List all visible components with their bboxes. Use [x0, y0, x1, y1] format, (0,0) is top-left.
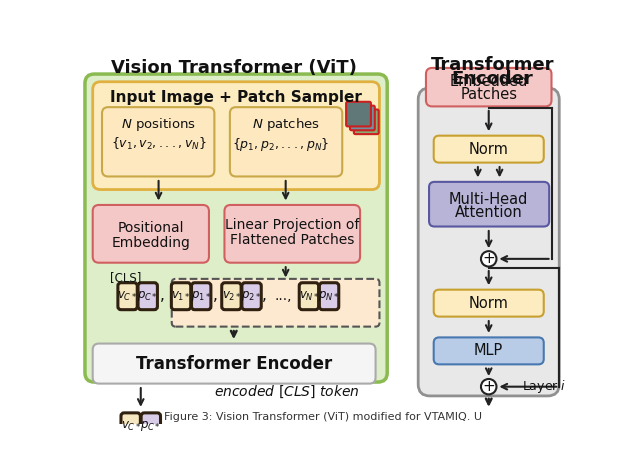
Text: ,: , [160, 288, 165, 303]
FancyBboxPatch shape [426, 68, 551, 107]
Text: $p_{C*}$: $p_{C*}$ [140, 419, 161, 433]
FancyBboxPatch shape [222, 283, 241, 310]
Text: Attention: Attention [455, 205, 523, 220]
Text: $\{p_1, p_2, ..., p_N\}$: $\{p_1, p_2, ..., p_N\}$ [232, 136, 329, 153]
FancyBboxPatch shape [93, 205, 209, 263]
FancyBboxPatch shape [433, 136, 544, 163]
FancyBboxPatch shape [171, 283, 191, 310]
FancyBboxPatch shape [433, 290, 544, 317]
FancyBboxPatch shape [354, 109, 379, 134]
Text: MLP: MLP [474, 343, 503, 358]
Text: Layer $i$: Layer $i$ [522, 378, 566, 395]
Text: $p_{2*}$: $p_{2*}$ [241, 289, 261, 303]
FancyBboxPatch shape [230, 107, 342, 177]
FancyBboxPatch shape [242, 283, 261, 310]
Text: Norm: Norm [469, 142, 508, 157]
Text: Embedding: Embedding [112, 237, 190, 250]
FancyBboxPatch shape [429, 182, 549, 227]
Text: +: + [483, 251, 495, 267]
FancyBboxPatch shape [93, 82, 379, 189]
FancyBboxPatch shape [299, 283, 319, 310]
FancyBboxPatch shape [121, 413, 140, 440]
Text: Multi-Head: Multi-Head [449, 192, 529, 207]
Text: Encoder: Encoder [452, 69, 534, 88]
Text: ,: , [262, 288, 267, 303]
FancyBboxPatch shape [138, 283, 158, 310]
FancyBboxPatch shape [118, 283, 137, 310]
Text: $N$ positions: $N$ positions [121, 116, 196, 133]
Text: ...,: ..., [275, 289, 292, 303]
FancyBboxPatch shape [192, 283, 211, 310]
Text: $v_{C*}$: $v_{C*}$ [117, 290, 138, 303]
Text: Transformer: Transformer [431, 56, 554, 74]
Text: $p_{C*}$: $p_{C*}$ [137, 289, 158, 303]
Text: Figure 3: Vision Transformer (ViT) modified for VTAMIQ. U: Figure 3: Vision Transformer (ViT) modif… [164, 413, 482, 423]
Text: Transformer Encoder: Transformer Encoder [135, 355, 332, 373]
FancyBboxPatch shape [172, 279, 379, 327]
Text: Input Image + Patch Sampler: Input Image + Patch Sampler [110, 89, 362, 105]
FancyBboxPatch shape [224, 205, 360, 263]
Text: $\{v_1, v_2, ..., v_N\}$: $\{v_1, v_2, ..., v_N\}$ [111, 136, 207, 152]
FancyBboxPatch shape [102, 107, 214, 177]
Text: $v_{1*}$: $v_{1*}$ [171, 290, 191, 303]
Text: $v_{N*}$: $v_{N*}$ [299, 290, 319, 303]
Text: $p_{1*}$: $p_{1*}$ [191, 289, 211, 303]
FancyBboxPatch shape [433, 337, 544, 364]
Text: [CLS]: [CLS] [110, 271, 141, 284]
Text: Vision Transformer (ViT): Vision Transformer (ViT) [111, 59, 357, 77]
Text: Linear Projection of: Linear Projection of [226, 218, 360, 232]
Text: +: + [483, 379, 495, 394]
FancyBboxPatch shape [346, 102, 371, 127]
Text: Positional: Positional [118, 221, 184, 235]
Circle shape [481, 379, 496, 395]
Text: Patches: Patches [461, 87, 517, 101]
Text: $v_{C*}$: $v_{C*}$ [120, 420, 141, 433]
Circle shape [481, 251, 496, 267]
Text: Norm: Norm [469, 296, 508, 311]
Text: $N$ patches: $N$ patches [253, 116, 321, 133]
FancyBboxPatch shape [85, 74, 387, 382]
FancyBboxPatch shape [350, 106, 375, 130]
Text: $v_{2*}$: $v_{2*}$ [222, 290, 241, 303]
FancyBboxPatch shape [418, 88, 559, 396]
Text: encoded $[CLS]$ token: encoded $[CLS]$ token [214, 384, 360, 400]
FancyBboxPatch shape [93, 344, 375, 384]
FancyBboxPatch shape [141, 413, 161, 440]
Text: ,: , [213, 288, 217, 303]
Text: $p_{N*}$: $p_{N*}$ [319, 289, 340, 303]
FancyBboxPatch shape [319, 283, 339, 310]
Text: Flattened Patches: Flattened Patches [231, 233, 355, 248]
Text: Embedded: Embedded [450, 74, 528, 89]
